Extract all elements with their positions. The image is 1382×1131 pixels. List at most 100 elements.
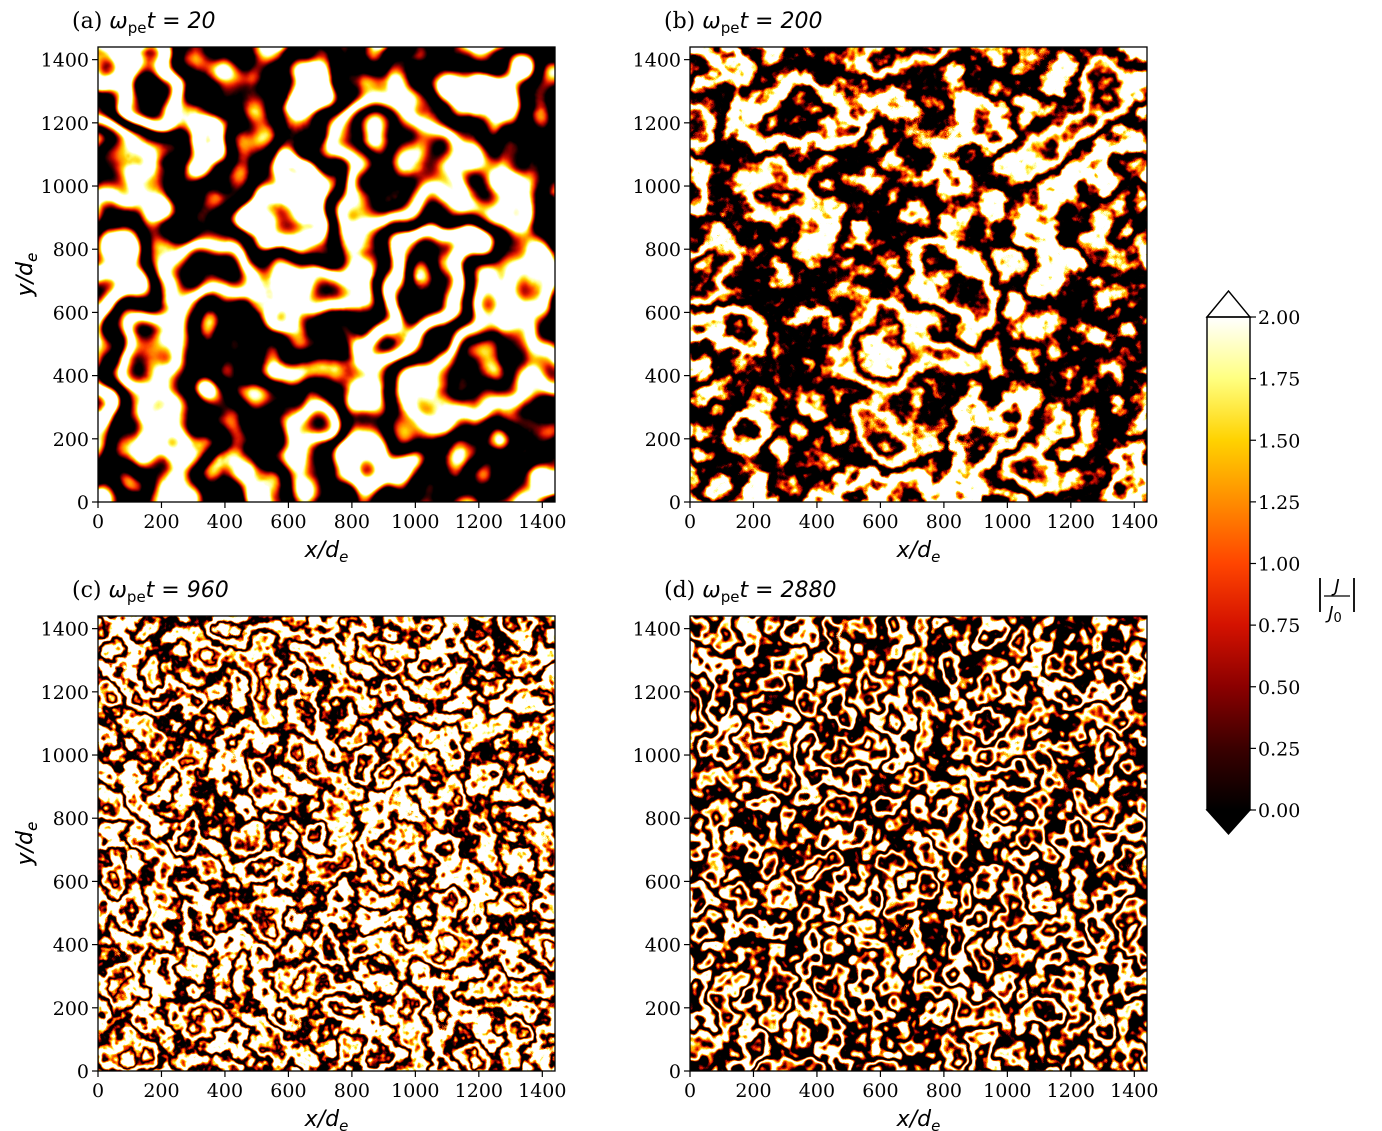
colorbar-gradient	[1207, 317, 1250, 810]
x-tick-label: 1000	[983, 1080, 1031, 1102]
x-axis-label: x/de	[304, 538, 349, 566]
y-tick-label: 1200	[633, 113, 681, 135]
panel-title: (c) ωpet = 960	[72, 578, 229, 606]
colorbar-tick-label: 0.25	[1258, 738, 1300, 760]
y-tick-label: 1400	[41, 50, 89, 72]
heatmap-image	[690, 616, 1147, 1071]
colorbar-label-denominator: J0	[1325, 603, 1342, 626]
y-tick-label: 1000	[41, 745, 89, 767]
y-tick-label: 800	[645, 239, 681, 261]
y-tick-label: 0	[77, 492, 89, 514]
y-tick-label: 400	[645, 366, 681, 388]
x-tick-label: 800	[926, 1080, 962, 1102]
y-axis-label: y/de	[13, 822, 41, 867]
x-tick-label: 1000	[391, 1080, 439, 1102]
x-tick-label: 1200	[1047, 511, 1095, 533]
x-tick-label: 0	[684, 1080, 696, 1102]
colorbar-tick-label: 0.50	[1258, 677, 1300, 699]
x-tick-label: 800	[334, 1080, 370, 1102]
x-tick-label: 200	[735, 1080, 771, 1102]
x-tick-label: 400	[799, 1080, 835, 1102]
y-tick-label: 200	[645, 998, 681, 1020]
heatmap-image	[98, 616, 555, 1071]
colorbar-label-numerator: J	[1331, 576, 1339, 597]
plot-frame	[689, 615, 1148, 1072]
x-axis-label: x/de	[304, 1107, 349, 1131]
x-tick-label: 1200	[455, 1080, 503, 1102]
panel-b: 0 200 400 600 800 1000 1200 1400 0 200 400 600 800 10…	[13, 9, 1158, 566]
plot-frame	[689, 46, 1148, 503]
y-tick-label: 800	[645, 808, 681, 830]
x-tick-label: 0	[684, 511, 696, 533]
x-tick-label: 600	[270, 1080, 306, 1102]
y-tick-label: 0	[77, 1061, 89, 1083]
x-tick-label: 1200	[455, 511, 503, 533]
y-tick-label: 200	[53, 998, 89, 1020]
y-axis-label: y/de	[13, 253, 41, 298]
y-tick-label: 1400	[633, 619, 681, 641]
x-tick-label: 1400	[1110, 1080, 1158, 1102]
heatmap-image	[98, 47, 555, 502]
panel-title: (d) ωpet = 2880	[664, 578, 836, 606]
y-tick-label: 600	[645, 302, 681, 324]
colorbar-tick-label: 1.25	[1258, 492, 1300, 514]
colorbar-extend-min	[1205, 809, 1252, 836]
x-tick-label: 1200	[1047, 1080, 1095, 1102]
y-tick-label: 0	[669, 492, 681, 514]
y-tick-label: 1000	[41, 176, 89, 198]
y-tick-label: 1200	[41, 113, 89, 135]
y-tick-label: 800	[53, 239, 89, 261]
x-tick-label: 800	[926, 511, 962, 533]
y-tick-label: 400	[53, 366, 89, 388]
x-tick-label: 200	[735, 511, 771, 533]
x-tick-label: 1000	[983, 511, 1031, 533]
x-axis-label: x/de	[896, 1107, 941, 1131]
x-tick-label: 800	[334, 511, 370, 533]
plot-frame	[97, 46, 556, 503]
x-axis-label: x/de	[896, 538, 941, 566]
colorbar-tick-label: 1.00	[1258, 554, 1300, 576]
x-tick-label: 600	[270, 511, 306, 533]
y-tick-label: 200	[53, 429, 89, 451]
y-tick-label: 400	[645, 935, 681, 957]
x-tick-label: 400	[207, 1080, 243, 1102]
colorbar-tick-label: 1.50	[1258, 430, 1300, 452]
colorbar-tick-label: 1.75	[1258, 369, 1300, 391]
y-tick-label: 1200	[41, 682, 89, 704]
x-tick-label: 200	[143, 1080, 179, 1102]
y-tick-label: 600	[645, 871, 681, 893]
x-tick-label: 1400	[1110, 511, 1158, 533]
x-tick-label: 0	[92, 511, 104, 533]
x-tick-label: 600	[862, 511, 898, 533]
panel-title: (a) ωpet = 20	[72, 9, 216, 37]
colorbar-tick-label: 0.75	[1258, 615, 1300, 637]
y-tick-label: 600	[53, 871, 89, 893]
x-tick-label: 400	[207, 511, 243, 533]
colorbar-label: J J0	[1319, 576, 1355, 626]
panel-title: (b) ωpet = 200	[664, 9, 822, 37]
plot-frame	[97, 615, 556, 1072]
x-tick-label: 400	[799, 511, 835, 533]
y-tick-label: 600	[53, 302, 89, 324]
colorbar: 0.00 0.25 0.50 0.75 1.00 1.25 1.50 1.75 2.00 J J0	[1205, 289, 1355, 836]
y-tick-label: 1000	[633, 745, 681, 767]
x-tick-label: 1400	[518, 511, 566, 533]
panels: 0 200 400 600 800 1000 1200 1400 0 200 400 600 800 10…	[13, 9, 1158, 1131]
panel-c: 0 200 400 600 800 1000 1200 1400 0 200 400 600 800 10…	[13, 578, 566, 1131]
x-tick-label: 200	[143, 511, 179, 533]
x-tick-label: 1000	[391, 511, 439, 533]
y-tick-label: 1200	[633, 682, 681, 704]
y-tick-label: 1400	[633, 50, 681, 72]
colorbar-tick-label: 2.00	[1258, 307, 1300, 329]
panel-a: 0 200 400 600 800 1000 1200 1400 0 200 400 600 800 10…	[13, 9, 566, 566]
x-tick-label: 600	[862, 1080, 898, 1102]
colorbar-tick-label: 0.00	[1258, 800, 1300, 822]
y-tick-label: 1400	[41, 619, 89, 641]
y-tick-label: 1000	[633, 176, 681, 198]
colorbar-extend-max	[1205, 289, 1252, 318]
panel-d: 0 200 400 600 800 1000 1200 1400 0 200 400 600 800 10…	[13, 578, 1158, 1131]
y-tick-label: 400	[53, 935, 89, 957]
x-tick-label: 1400	[518, 1080, 566, 1102]
y-axis-label: y/de	[13, 822, 41, 867]
